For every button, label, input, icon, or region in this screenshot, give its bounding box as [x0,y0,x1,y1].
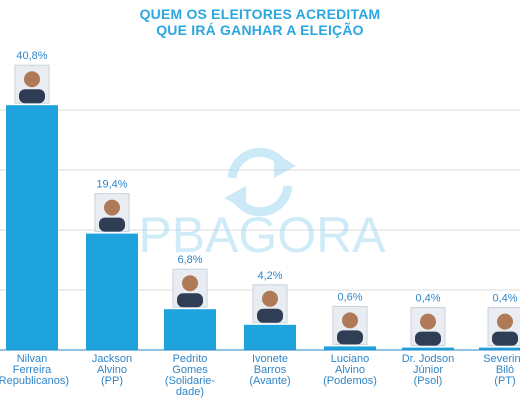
bar [164,309,216,350]
category-label: Ferreira [13,364,52,376]
category-label: Dr. Jodson [402,353,455,365]
category-label: Nilvan [17,353,48,365]
bar [479,347,520,350]
category-label: dade) [176,386,204,398]
candidate-shoulders [99,217,125,232]
refresh-arrows-icon [224,147,296,217]
category-label: (PP) [101,375,123,387]
category-label: (Psol) [414,375,443,387]
category-label: Jackson [92,353,132,365]
candidate-shoulders [177,293,203,308]
value-label: 0,4% [415,293,440,305]
candidate-face [182,275,198,292]
category-label: Severino [483,353,520,365]
candidate-shoulders [415,331,441,346]
category-label: (Republicanos) [0,375,69,387]
category-label: Gomes [172,364,208,376]
value-label: 19,4% [96,179,127,191]
candidate-face [420,313,436,330]
bar [244,324,296,350]
category-label: Pedrito [173,353,208,365]
candidate-face [262,290,278,307]
candidate-shoulders [492,331,518,346]
chart-title-line-1: QUEM OS ELEITORES ACREDITAM [139,6,381,22]
value-label: 6,8% [177,254,202,266]
candidate-shoulders [337,330,363,345]
category-label: Alvino [335,364,365,376]
category-label: (PT) [494,375,515,387]
candidate-face [24,71,40,88]
category-label: Biló [496,364,514,376]
candidate-shoulders [19,89,45,104]
chart-title-line-2: QUE IRÁ GANHAR A ELEIÇÃO [156,22,364,38]
bar [324,346,376,350]
value-label: 0,4% [492,293,517,305]
category-label: Barros [254,364,287,376]
candidate-face [342,312,358,329]
bar [86,233,138,350]
category-label: (Solidarie- [165,375,215,387]
category-label: Alvino [97,364,127,376]
value-label: 40,8% [16,50,47,62]
category-label: (Podemos) [323,375,377,387]
value-label: 0,6% [337,291,362,303]
candidate-shoulders [257,308,283,323]
category-label: (Avante) [249,375,290,387]
candidate-face [104,199,120,216]
bar [6,105,58,350]
watermark-text: PBAGORA [138,207,386,263]
candidate-face [497,313,513,330]
category-label: Júnior [413,364,443,376]
category-label: Luciano [331,353,370,365]
value-label: 4,2% [257,270,282,282]
bar [402,347,454,350]
category-label: Ivonete [252,353,288,365]
